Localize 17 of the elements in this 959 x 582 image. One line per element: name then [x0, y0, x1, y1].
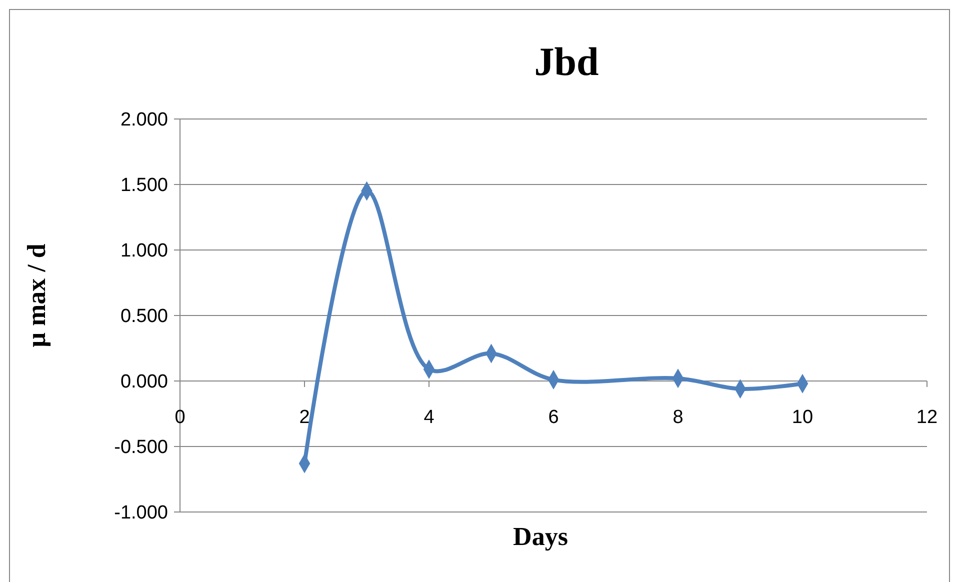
chart-title: Jbd — [534, 39, 599, 84]
x-tick-label: 8 — [672, 407, 684, 428]
y-tick-label: 2.000 — [120, 110, 168, 131]
y-tick-label: 1.000 — [120, 240, 168, 262]
x-axis-title: Days — [513, 522, 568, 551]
x-tick-label: 0 — [174, 407, 186, 428]
y-tick-label: -0.500 — [114, 437, 168, 458]
y-tick-label: 0.500 — [120, 306, 168, 328]
y-tick-label: -1.000 — [114, 502, 168, 524]
x-tick-label: 10 — [792, 407, 814, 428]
x-tick-label: 6 — [548, 407, 559, 428]
y-axis-title: μ max / d — [22, 243, 51, 348]
x-tick-label: 2 — [299, 407, 310, 428]
x-tick-label: 4 — [424, 407, 435, 428]
y-tick-label: 1.500 — [120, 175, 168, 196]
x-tick-label: 12 — [916, 407, 938, 428]
y-tick-label: 0.000 — [120, 372, 168, 393]
